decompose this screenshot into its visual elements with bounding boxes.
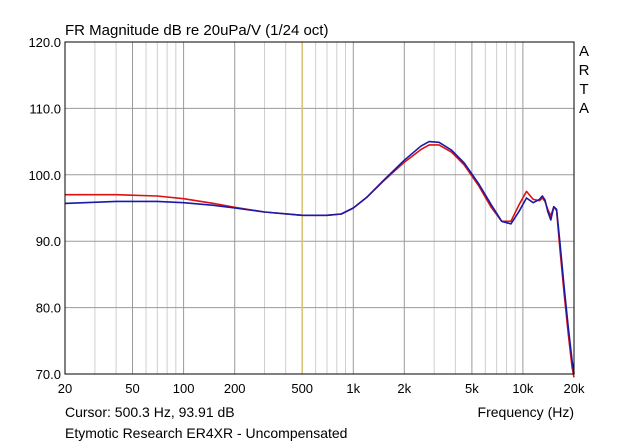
x-tick-label: 20k <box>564 381 585 396</box>
cursor-readout: Cursor: 500.3 Hz, 93.91 dB <box>65 404 235 420</box>
series-line-1 <box>65 144 575 378</box>
x-tick-label: 10k <box>512 381 533 396</box>
x-tick-label: 50 <box>125 381 139 396</box>
x-tick-label: 100 <box>173 381 195 396</box>
series-group <box>64 140 575 378</box>
x-tick-label: 20 <box>58 381 72 396</box>
y-tick-label: 70.0 <box>36 367 61 382</box>
y-tick-label: 90.0 <box>36 234 61 249</box>
x-tick-label: 2k <box>397 381 411 396</box>
x-tick-label: 5k <box>465 381 479 396</box>
chart-caption: Etymotic Research ER4XR - Uncompensated <box>65 425 347 441</box>
y-tick-label: 110.0 <box>29 101 61 116</box>
x-tick-labels: 20 50 100 200 500 1k 2k 5k 10k 20k <box>58 381 585 396</box>
y-tick-label: 120.0 <box>28 35 61 50</box>
y-tick-labels: 70.0 80.0 90.0 100.0 110.0 120.0 <box>28 35 61 382</box>
chart-title: FR Magnitude dB re 20uPa/V (1/24 oct) <box>65 22 328 39</box>
x-tick-label: 500 <box>291 381 313 396</box>
watermark-letter: A <box>579 100 589 117</box>
x-tick-label: 1k <box>346 381 360 396</box>
y-tick-label: 100.0 <box>28 168 61 183</box>
watermark-letter: A <box>579 43 589 60</box>
y-tick-label: 80.0 <box>36 301 61 316</box>
x-tick-label: 200 <box>224 381 246 396</box>
grid-lines <box>65 42 574 374</box>
series-line-2 <box>64 140 575 375</box>
watermark-letter: R <box>579 62 590 79</box>
watermark-letter: T <box>579 81 588 98</box>
plot-frame <box>64 41 575 375</box>
x-axis-label: Frequency (Hz) <box>478 404 574 420</box>
